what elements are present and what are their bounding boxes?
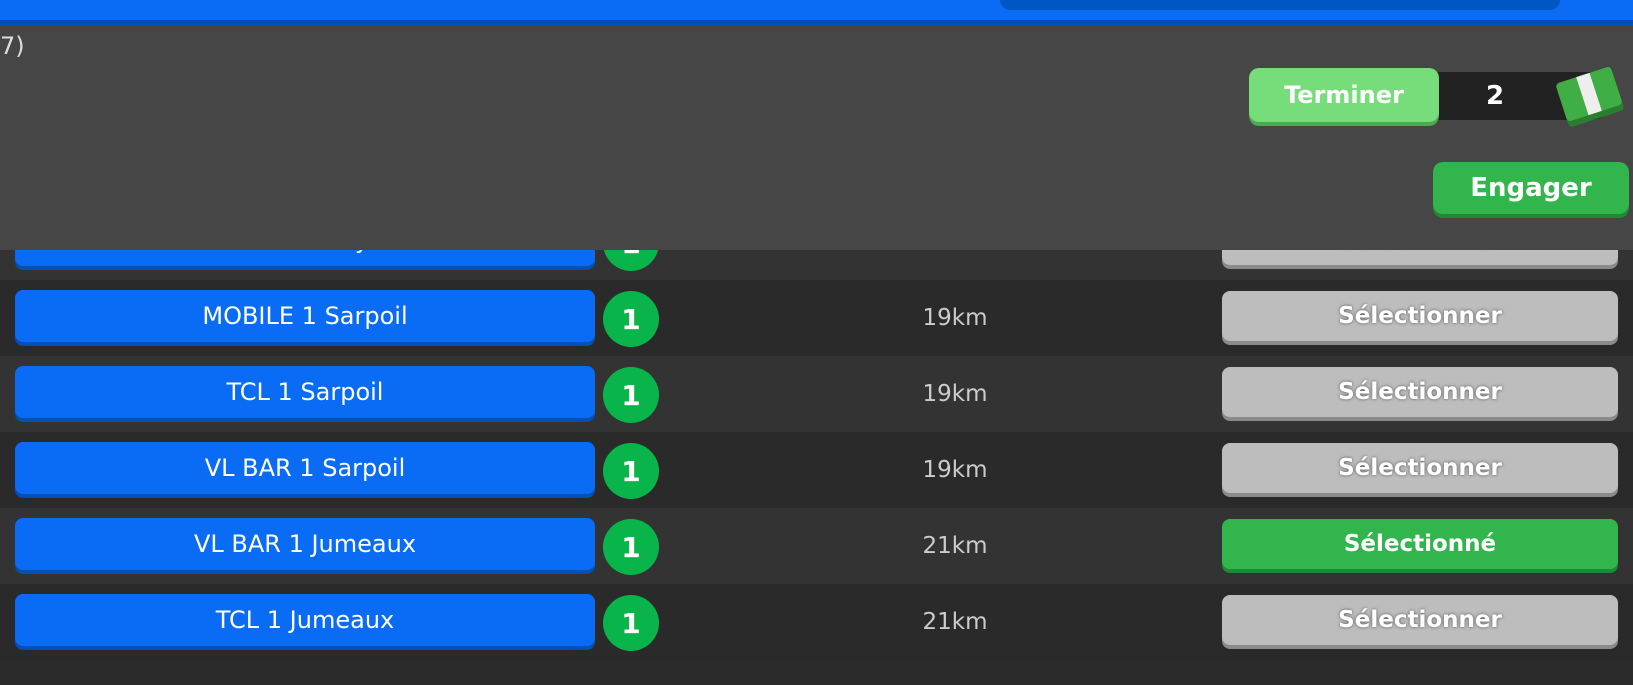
table-row: TCL 1 Jumeaux 1 21km Sélectionner — [0, 584, 1633, 660]
count-badge: 1 — [603, 595, 659, 651]
distance: 19km — [922, 381, 988, 407]
count-badge: 1 — [603, 291, 659, 347]
select-button[interactable]: Sélectionner — [1222, 595, 1618, 645]
select-button[interactable]: Sélectionner — [1222, 443, 1618, 493]
table-row: MOBILE 1 Sarpoil 1 19km Sélectionner — [0, 280, 1633, 356]
distance: 19km — [922, 305, 988, 331]
distance: 21km — [922, 533, 988, 559]
search-bar[interactable] — [1000, 0, 1560, 10]
top-bar — [0, 0, 1633, 25]
selected-button[interactable]: Sélectionné — [1222, 519, 1618, 569]
table-row: VL BAR 1 Jumeaux 1 21km Sélectionné — [0, 508, 1633, 584]
select-button[interactable]: Sélectionner — [1222, 367, 1618, 417]
table-row: TCL 1 Sarpoil 1 19km Sélectionner — [0, 356, 1633, 432]
unit-name-button[interactable]: TCL 1 Jumeaux — [15, 594, 595, 646]
unit-name-button[interactable]: TCL 1 Sarpoil — [15, 366, 595, 418]
engage-button[interactable]: Engager — [1433, 162, 1629, 214]
panel-title: 7) — [0, 32, 25, 60]
unit-list: MOBILE 1 Bayard118kmSélectionner MOBILE … — [0, 204, 1633, 660]
distance: 19km — [922, 457, 988, 483]
unit-name-button[interactable]: VL BAR 1 Jumeaux — [15, 518, 595, 570]
unit-name-button[interactable]: VL BAR 1 Sarpoil — [15, 442, 595, 494]
select-button[interactable]: Sélectionner — [1222, 291, 1618, 341]
header-panel — [0, 25, 1633, 250]
table-row: VL BAR 1 Sarpoil 1 19km Sélectionner — [0, 432, 1633, 508]
money-value: 2 — [1485, 81, 1505, 111]
count-badge: 1 — [603, 367, 659, 423]
count-badge: 1 — [603, 443, 659, 499]
count-badge: 1 — [603, 519, 659, 575]
finish-button[interactable]: Terminer — [1249, 68, 1439, 122]
unit-name-button[interactable]: MOBILE 1 Sarpoil — [15, 290, 595, 342]
distance: 21km — [922, 609, 988, 635]
